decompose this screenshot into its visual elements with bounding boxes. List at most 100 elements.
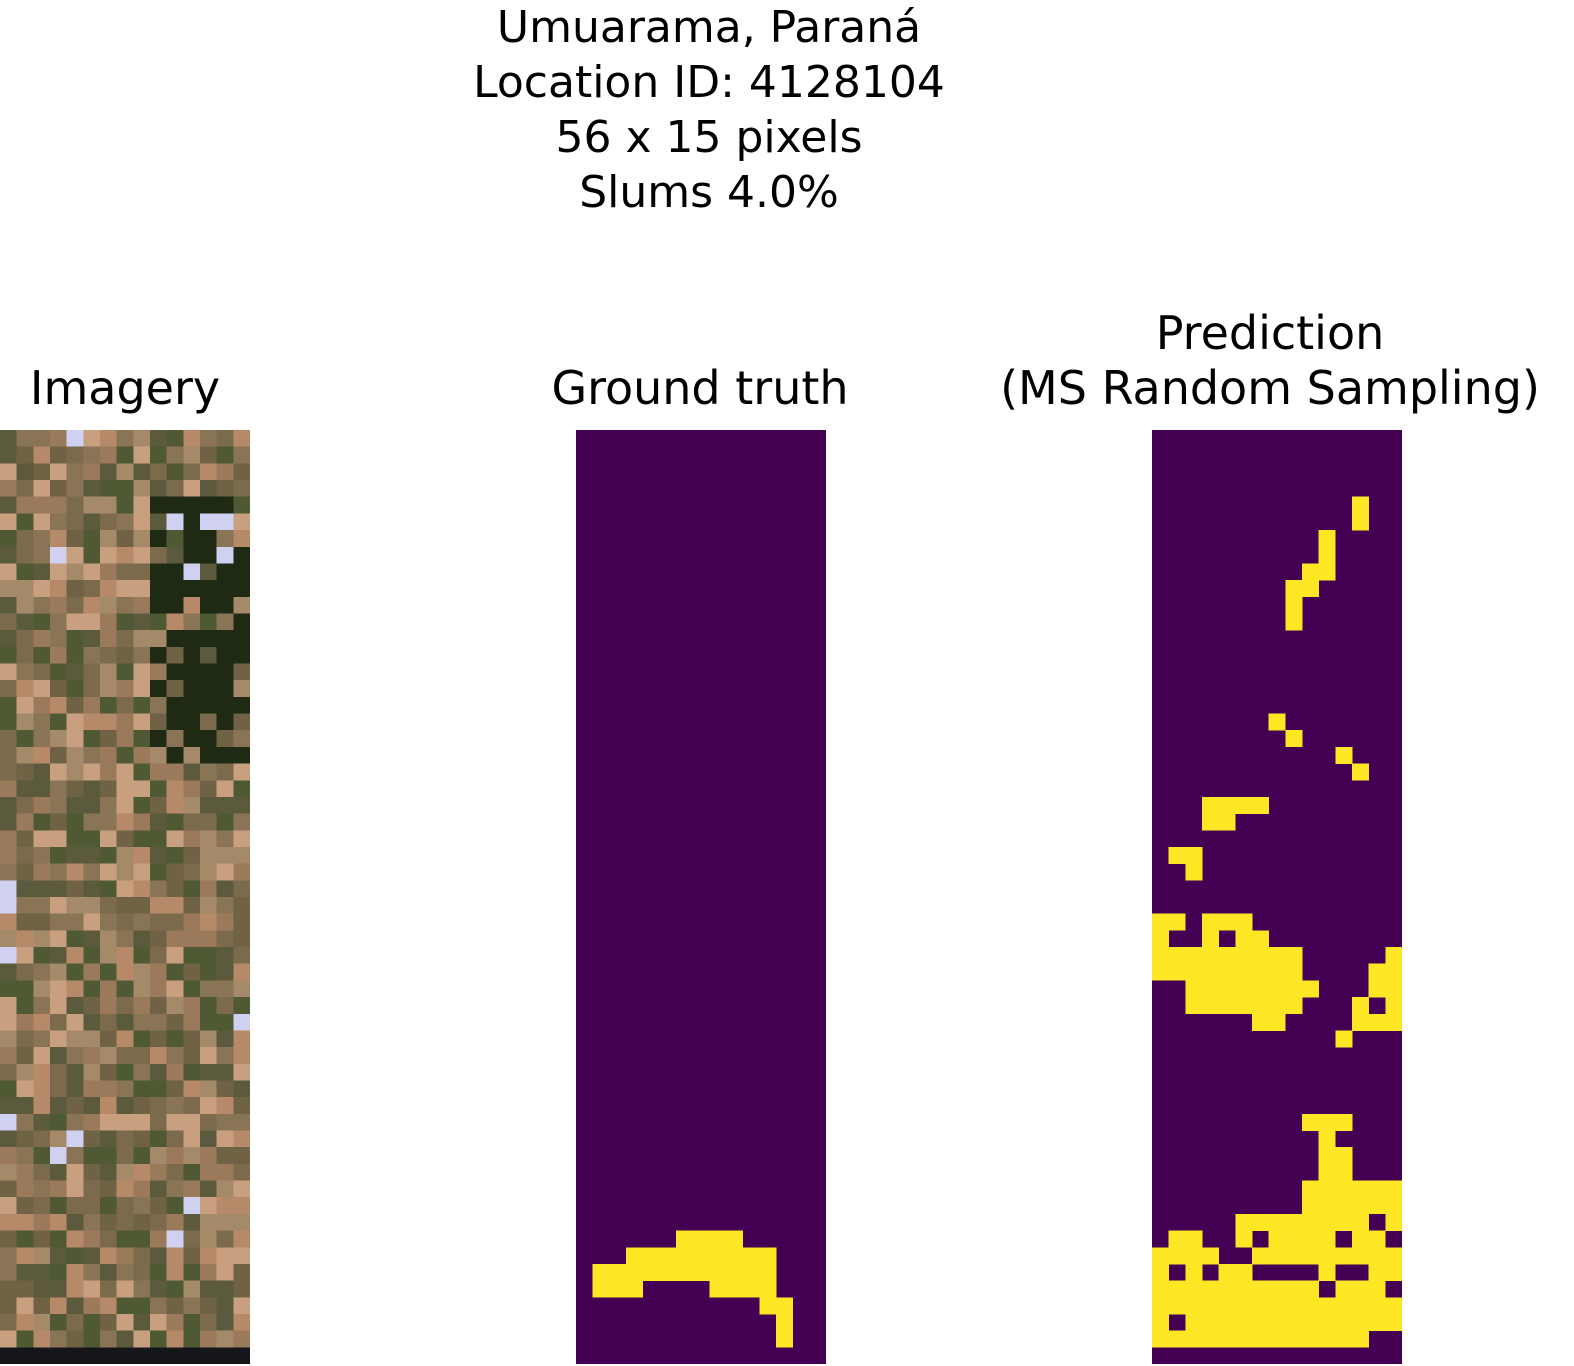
imagery-pixel [183,1030,201,1048]
prediction-slum-pixel [1302,1213,1319,1231]
imagery-pixel [66,963,84,981]
imagery-pixel [83,746,101,764]
prediction-slum-pixel [1385,997,1402,1015]
imagery-pixel [133,630,151,648]
imagery-pixel [16,1213,34,1231]
imagery-pixel [33,1280,51,1298]
imagery-pixel [133,1130,151,1148]
ground-truth-slum-pixel [759,1280,777,1298]
imagery-pixel [216,796,234,814]
imagery-pixel [100,1247,117,1265]
imagery-pixel [200,1247,218,1265]
imagery-pixel [150,496,167,514]
imagery-pixel [150,1330,167,1348]
imagery-pixel [100,680,117,698]
imagery-pixel [33,880,51,898]
imagery-pixel [0,1147,17,1165]
imagery-pixel [66,563,84,581]
prediction-slum-pixel [1368,1297,1386,1315]
imagery-pixel [100,1030,117,1048]
imagery-pixel [166,897,184,915]
prediction-slum-pixel [1352,1247,1369,1265]
imagery-pixel [216,530,234,548]
ground-truth-background [576,430,826,1364]
prediction-slum-pixel [1185,863,1203,881]
imagery-pixel [100,663,117,681]
imagery-pixel [66,580,84,598]
ground-truth-mask [576,430,826,1364]
imagery-pixel [200,1047,218,1065]
imagery-pixel [116,713,134,731]
imagery-pixel [50,1297,67,1315]
imagery-pixel [183,897,201,915]
imagery-pixel [150,913,167,931]
imagery-pixel [33,463,51,481]
imagery-pixel [150,1313,167,1331]
imagery-pixel [50,513,67,531]
imagery-pixel [16,913,34,931]
imagery-pixel [216,1047,234,1065]
imagery-pixel [33,997,51,1015]
imagery-pixel [150,1280,167,1298]
imagery-pixel [150,763,167,781]
imagery-pixel [200,1213,218,1231]
imagery-pixel [50,696,67,714]
imagery-pixel [183,780,201,798]
imagery-pixel [0,1347,17,1364]
imagery-pixel [150,880,167,898]
imagery-pixel [216,646,234,664]
imagery-pixel [116,796,134,814]
imagery-pixel [183,430,201,448]
imagery-pixel [183,1113,201,1131]
imagery-pixel [166,713,184,731]
prediction-slum-pixel [1302,980,1319,998]
imagery-pixel [66,830,84,848]
prediction-slum-pixel [1368,1180,1386,1198]
prediction-slum-pixel [1218,1313,1236,1331]
ground-truth-slum-pixel [726,1230,743,1248]
imagery-pixel [33,730,51,748]
prediction-slum-pixel [1318,1197,1336,1215]
imagery-pixel [100,930,117,948]
prediction-slum-pixel [1285,980,1303,998]
imagery-pixel [150,446,167,464]
imagery-pixel [16,947,34,965]
imagery-pixel [66,1147,84,1165]
imagery-pixel [0,596,17,614]
imagery-pixel [216,463,234,481]
imagery-pixel [233,796,250,814]
imagery-pixel [50,1097,67,1115]
ground-truth-slum-pixel [726,1247,743,1265]
prediction-slum-pixel [1335,1313,1353,1331]
prediction-slum-pixel [1385,1313,1402,1331]
imagery-pixel [0,780,17,798]
imagery-pixel [100,1113,117,1131]
imagery-pixel [166,1013,184,1031]
imagery-pixel [0,763,17,781]
prediction-slum-pixel [1252,1297,1269,1315]
imagery-pixel [0,863,17,881]
imagery-pixel [50,1313,67,1331]
imagery-pixel [166,830,184,848]
imagery-pixel [66,1030,84,1048]
imagery-pixel [100,1280,117,1298]
imagery-pixel [166,1313,184,1331]
prediction-slum-pixel [1385,1013,1402,1031]
imagery-pixel [116,1213,134,1231]
prediction-slum-pixel [1235,963,1253,981]
ground-truth-slum-pixel [692,1247,710,1265]
prediction-slum-pixel [1335,1197,1353,1215]
imagery-pixel [33,713,51,731]
prediction-slum-pixel [1352,496,1369,514]
imagery-pixel [83,596,101,614]
imagery-pixel [216,630,234,648]
imagery-pixel [16,763,34,781]
prediction-slum-pixel [1385,1263,1402,1281]
imagery-pixel [183,1313,201,1331]
imagery-pixel [166,596,184,614]
imagery-pixel [183,1330,201,1348]
imagery-pixel [66,430,84,448]
imagery-pixel [166,1197,184,1215]
imagery-pixel [133,663,151,681]
imagery-pixel [50,780,67,798]
